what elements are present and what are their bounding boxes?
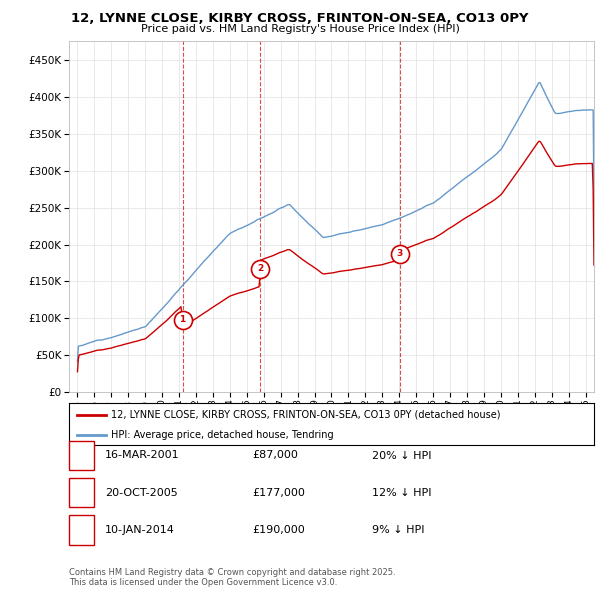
Text: 1: 1 xyxy=(179,316,186,325)
Text: 2: 2 xyxy=(78,488,85,497)
Text: Price paid vs. HM Land Registry's House Price Index (HPI): Price paid vs. HM Land Registry's House … xyxy=(140,24,460,34)
Text: Contains HM Land Registry data © Crown copyright and database right 2025.
This d: Contains HM Land Registry data © Crown c… xyxy=(69,568,395,587)
Text: 12, LYNNE CLOSE, KIRBY CROSS, FRINTON-ON-SEA, CO13 0PY (detached house): 12, LYNNE CLOSE, KIRBY CROSS, FRINTON-ON… xyxy=(111,410,500,420)
Text: 9% ↓ HPI: 9% ↓ HPI xyxy=(372,525,425,535)
Text: 12, LYNNE CLOSE, KIRBY CROSS, FRINTON-ON-SEA, CO13 0PY: 12, LYNNE CLOSE, KIRBY CROSS, FRINTON-ON… xyxy=(71,12,529,25)
Text: 12% ↓ HPI: 12% ↓ HPI xyxy=(372,488,431,497)
Text: 10-JAN-2014: 10-JAN-2014 xyxy=(105,525,175,535)
Text: 1: 1 xyxy=(78,451,85,460)
Text: 20-OCT-2005: 20-OCT-2005 xyxy=(105,488,178,497)
Text: £177,000: £177,000 xyxy=(252,488,305,497)
Text: 3: 3 xyxy=(397,249,403,258)
Text: 20% ↓ HPI: 20% ↓ HPI xyxy=(372,451,431,460)
Text: 3: 3 xyxy=(78,525,85,535)
Text: £87,000: £87,000 xyxy=(252,451,298,460)
Text: £190,000: £190,000 xyxy=(252,525,305,535)
Text: 16-MAR-2001: 16-MAR-2001 xyxy=(105,451,179,460)
Text: 2: 2 xyxy=(257,264,263,273)
Text: HPI: Average price, detached house, Tendring: HPI: Average price, detached house, Tend… xyxy=(111,430,334,440)
